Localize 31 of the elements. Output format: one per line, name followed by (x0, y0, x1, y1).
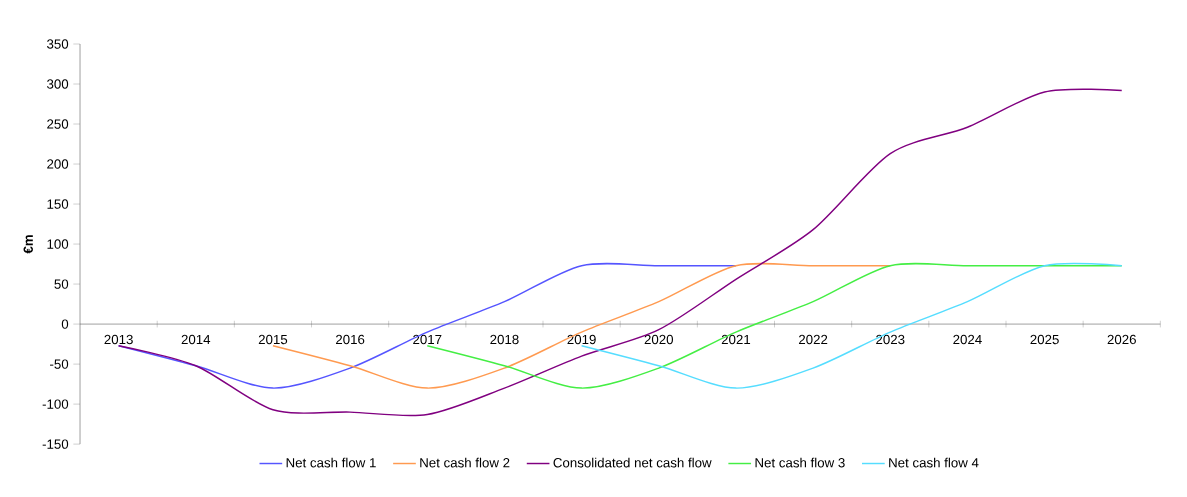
legend-label: Consolidated net cash flow (553, 457, 712, 468)
x-tick-label: 2013 (104, 334, 133, 344)
y-tick-label: 100 (47, 239, 69, 249)
legend-label: Net cash flow 3 (755, 457, 845, 468)
y-tick-label: -150 (42, 439, 69, 449)
y-tick-label: 350 (47, 39, 69, 49)
y-axis-title: €m (23, 235, 33, 254)
y-tick-label: 50 (54, 279, 69, 289)
y-tick-label: -100 (42, 399, 69, 409)
y-tick-label: 150 (47, 199, 69, 209)
y-tick-label: 250 (47, 119, 69, 129)
x-tick-label: 2022 (798, 334, 828, 344)
x-tick-label: 2015 (258, 334, 288, 344)
y-tick-label: -50 (50, 359, 69, 369)
x-tick-label: 2020 (644, 334, 674, 344)
y-tick-label: 200 (47, 159, 69, 169)
x-tick-label: 2019 (567, 334, 596, 344)
x-tick-label: 2021 (721, 334, 751, 344)
x-tick-label: 2024 (953, 334, 982, 344)
x-tick-label: 2023 (876, 334, 905, 344)
x-tick-label: 2016 (335, 334, 365, 344)
legend-label: Net cash flow 1 (286, 457, 376, 468)
x-tick-label: 2014 (181, 334, 211, 344)
legend-label: Net cash flow 2 (420, 457, 510, 468)
y-tick-label: 300 (47, 79, 69, 89)
x-tick-label: 2025 (1030, 334, 1059, 344)
x-tick-label: 2017 (413, 334, 442, 344)
legend-label: Net cash flow 4 (889, 457, 979, 468)
x-tick-label: 2018 (490, 334, 519, 344)
x-tick-label: 2026 (1107, 334, 1136, 344)
y-tick-label: 0 (61, 319, 69, 329)
